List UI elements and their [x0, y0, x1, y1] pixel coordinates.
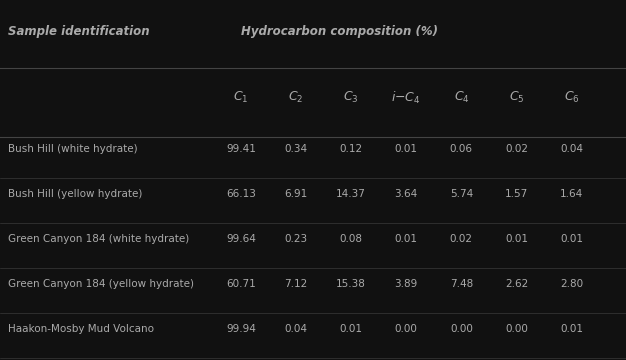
- Text: 0.06: 0.06: [450, 144, 473, 154]
- Text: 0.01: 0.01: [505, 234, 528, 244]
- Text: 3.64: 3.64: [394, 189, 418, 199]
- Text: 0.01: 0.01: [560, 234, 583, 244]
- Text: 0.08: 0.08: [340, 234, 362, 244]
- Text: 0.04: 0.04: [560, 144, 583, 154]
- Text: 1.64: 1.64: [560, 189, 583, 199]
- Text: 0.01: 0.01: [340, 324, 362, 334]
- Text: 7.48: 7.48: [449, 279, 473, 289]
- Text: 0.34: 0.34: [285, 144, 307, 154]
- Text: 1.57: 1.57: [505, 189, 528, 199]
- Text: $C_4$: $C_4$: [453, 90, 470, 105]
- Text: 0.01: 0.01: [560, 324, 583, 334]
- Text: 2.62: 2.62: [505, 279, 528, 289]
- Text: Haakon-Mosby Mud Volcano: Haakon-Mosby Mud Volcano: [8, 324, 153, 334]
- Text: 0.01: 0.01: [395, 144, 418, 154]
- Text: 0.00: 0.00: [450, 324, 473, 334]
- Text: 7.12: 7.12: [284, 279, 308, 289]
- Text: $i\mathrm{-}C_4$: $i\mathrm{-}C_4$: [391, 90, 421, 106]
- Text: 0.00: 0.00: [395, 324, 418, 334]
- Text: 0.01: 0.01: [395, 234, 418, 244]
- Text: 6.91: 6.91: [284, 189, 308, 199]
- Text: 3.89: 3.89: [394, 279, 418, 289]
- Text: 60.71: 60.71: [226, 279, 256, 289]
- Text: 0.23: 0.23: [285, 234, 307, 244]
- Text: 2.80: 2.80: [560, 279, 583, 289]
- Text: Bush Hill (white hydrate): Bush Hill (white hydrate): [8, 144, 137, 154]
- Text: Hydrocarbon composition (%): Hydrocarbon composition (%): [241, 25, 438, 38]
- Text: 15.38: 15.38: [336, 279, 366, 289]
- Text: Green Canyon 184 (white hydrate): Green Canyon 184 (white hydrate): [8, 234, 189, 244]
- Text: $C_3$: $C_3$: [344, 90, 359, 105]
- Text: $C_2$: $C_2$: [289, 90, 304, 105]
- Text: 5.74: 5.74: [449, 189, 473, 199]
- Text: $C_6$: $C_6$: [563, 90, 580, 105]
- Text: 99.64: 99.64: [226, 234, 256, 244]
- Text: $C_5$: $C_5$: [509, 90, 524, 105]
- Text: 66.13: 66.13: [226, 189, 256, 199]
- Text: $C_1$: $C_1$: [233, 90, 249, 105]
- Text: Sample identification: Sample identification: [8, 25, 149, 38]
- Text: Green Canyon 184 (yellow hydrate): Green Canyon 184 (yellow hydrate): [8, 279, 193, 289]
- Text: 0.12: 0.12: [340, 144, 362, 154]
- Text: 0.00: 0.00: [505, 324, 528, 334]
- Text: 0.02: 0.02: [450, 234, 473, 244]
- Text: 14.37: 14.37: [336, 189, 366, 199]
- Text: Bush Hill (yellow hydrate): Bush Hill (yellow hydrate): [8, 189, 142, 199]
- Text: 99.94: 99.94: [226, 324, 256, 334]
- Text: 0.02: 0.02: [505, 144, 528, 154]
- Text: 0.04: 0.04: [285, 324, 307, 334]
- Text: 99.41: 99.41: [226, 144, 256, 154]
